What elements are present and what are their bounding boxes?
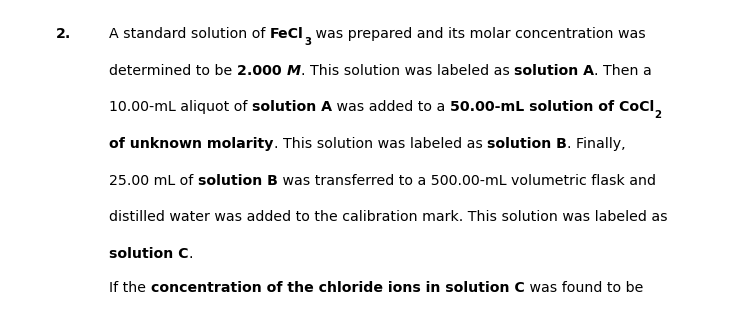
Text: determined to be: determined to be — [109, 64, 237, 78]
Text: A standard solution of: A standard solution of — [109, 27, 270, 41]
Text: 2.000: 2.000 — [237, 64, 287, 78]
Text: If the: If the — [109, 281, 151, 295]
Text: solution B: solution B — [198, 174, 278, 188]
Text: was found to be: was found to be — [525, 281, 643, 295]
Text: 2.: 2. — [55, 27, 71, 41]
Text: 2: 2 — [654, 110, 661, 120]
Text: . This solution was labeled as: . This solution was labeled as — [301, 64, 514, 78]
Text: .: . — [189, 247, 194, 261]
Text: was prepared and its molar concentration was: was prepared and its molar concentration… — [311, 27, 646, 41]
Text: was added to a: was added to a — [333, 100, 450, 114]
Text: 50.00-mL solution of CoCl: 50.00-mL solution of CoCl — [450, 100, 654, 114]
Text: . This solution was labeled as: . This solution was labeled as — [274, 137, 487, 151]
Text: solution A: solution A — [252, 100, 333, 114]
Text: distilled water was added to the calibration mark. This solution was labeled as: distilled water was added to the calibra… — [109, 211, 668, 225]
Text: solution A: solution A — [514, 64, 594, 78]
Text: solution B: solution B — [487, 137, 567, 151]
Text: . Then a: . Then a — [594, 64, 652, 78]
Text: FeCl: FeCl — [270, 27, 304, 41]
Text: was transferred to a 500.00-mL volumetric flask and: was transferred to a 500.00-mL volumetri… — [278, 174, 656, 188]
Text: 10.00-mL aliquot of: 10.00-mL aliquot of — [109, 100, 252, 114]
Text: M: M — [287, 64, 301, 78]
Text: 3: 3 — [304, 37, 311, 47]
Text: of unknown molarity: of unknown molarity — [109, 137, 274, 151]
Text: . Finally,: . Finally, — [567, 137, 626, 151]
Text: solution C: solution C — [109, 247, 189, 261]
Text: 25.00 mL of: 25.00 mL of — [109, 174, 198, 188]
Text: concentration of the chloride ions in solution C: concentration of the chloride ions in so… — [151, 281, 525, 295]
